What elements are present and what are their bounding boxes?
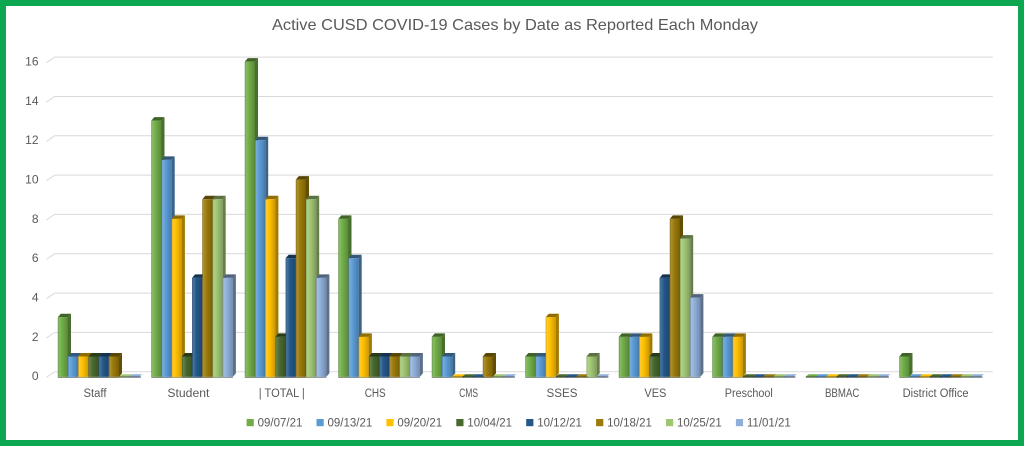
svg-text:6: 6 [32, 251, 39, 265]
svg-text:4: 4 [32, 291, 39, 305]
svg-text:| TOTAL |: | TOTAL | [259, 388, 305, 400]
svg-text:Preschool: Preschool [725, 388, 773, 400]
svg-text:09/07/21: 09/07/21 [258, 418, 303, 430]
svg-text:10/18/21: 10/18/21 [607, 418, 652, 430]
svg-text:SSES: SSES [547, 388, 578, 400]
svg-text:VES: VES [644, 388, 666, 400]
svg-text:0: 0 [32, 369, 39, 383]
svg-text:11/01/21: 11/01/21 [747, 418, 791, 430]
svg-text:09/13/21: 09/13/21 [328, 418, 373, 430]
svg-text:09/20/21: 09/20/21 [397, 418, 442, 430]
svg-text:CMS: CMS [459, 388, 478, 400]
svg-text:Active CUSD COVID-19 Cases by: Active CUSD COVID-19 Cases by Date as Re… [272, 17, 758, 34]
svg-text:2: 2 [32, 330, 39, 344]
svg-text:12: 12 [25, 133, 39, 147]
svg-text:Student: Student [167, 388, 210, 400]
svg-text:16: 16 [25, 55, 39, 69]
svg-text:10/04/21: 10/04/21 [467, 418, 512, 430]
svg-text:Staff: Staff [84, 388, 108, 400]
svg-text:CHS: CHS [365, 388, 386, 400]
svg-text:14: 14 [25, 94, 39, 108]
svg-text:8: 8 [32, 212, 39, 226]
svg-text:BBMAC: BBMAC [825, 388, 860, 400]
svg-text:District Office: District Office [903, 388, 969, 400]
svg-text:10: 10 [25, 173, 39, 187]
svg-text:10/25/21: 10/25/21 [677, 418, 722, 430]
svg-text:10/12/21: 10/12/21 [537, 418, 582, 430]
